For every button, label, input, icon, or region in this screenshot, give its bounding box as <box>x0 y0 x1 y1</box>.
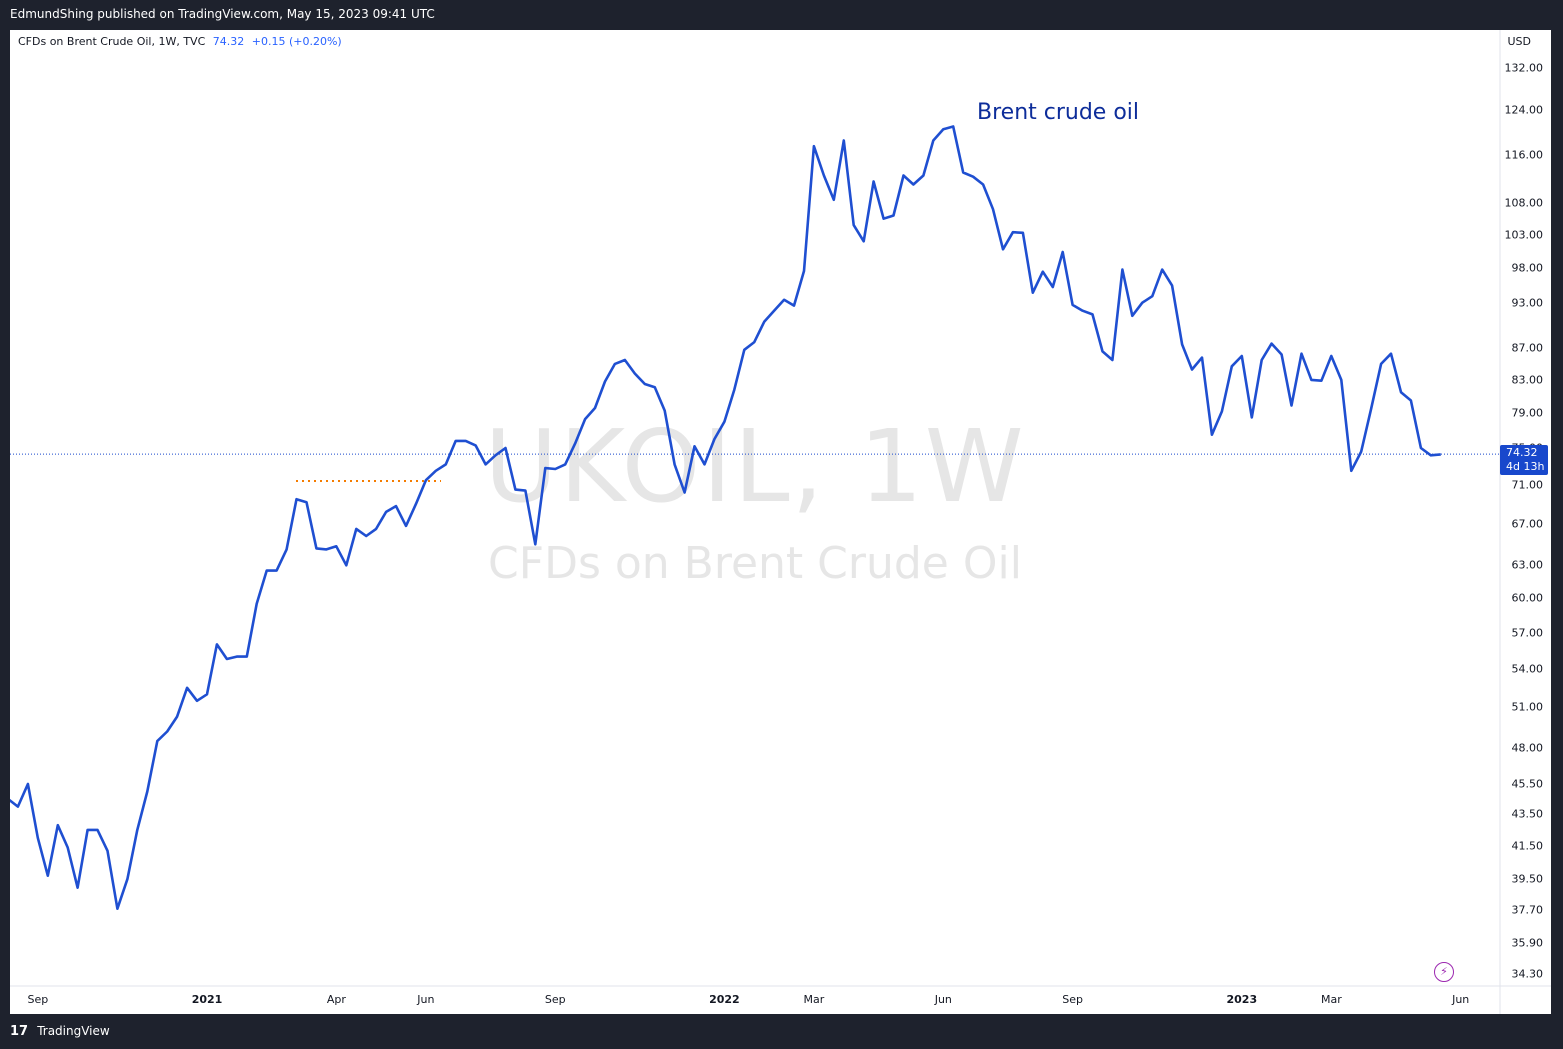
x-tick-label: Jun <box>934 993 952 1006</box>
lightning-icon[interactable]: ⚡ <box>1434 962 1454 982</box>
footer: 17 TradingView <box>10 1020 110 1042</box>
price-badge: 74.32 4d 13h <box>1500 445 1548 476</box>
price-plot[interactable] <box>10 30 1551 1014</box>
legend-symbol: CFDs on Brent Crude Oil, 1W, TVC <box>18 35 206 48</box>
y-tick-label: 108.00 <box>1504 196 1544 210</box>
x-tick-label: Apr <box>326 993 346 1006</box>
y-tick-label: 35.90 <box>1511 936 1544 950</box>
y-tick-label: 103.00 <box>1504 228 1544 242</box>
chart-legend[interactable]: CFDs on Brent Crude Oil, 1W, TVC 74.32 +… <box>18 35 342 48</box>
watermark-name: CFDs on Brent Crude Oil <box>488 538 1022 589</box>
y-tick-label: 63.00 <box>1511 558 1544 572</box>
x-tick-label: Sep <box>1062 993 1084 1006</box>
y-tick-label: 83.00 <box>1511 373 1544 387</box>
x-tick-label: 2022 <box>709 993 740 1006</box>
y-tick-label: 87.00 <box>1511 341 1544 355</box>
price-badge-countdown: 4d 13h <box>1506 460 1545 474</box>
time-axis[interactable]: Sep 2021 Apr Jun Sep 2022 Mar Jun Sep 2023 Mar Jun <box>10 986 1500 1014</box>
y-tick-label: 67.00 <box>1511 517 1544 531</box>
x-tick-label: Mar <box>803 993 825 1006</box>
series-line-brent <box>10 125 1441 911</box>
y-tick-label: 116.00 <box>1504 148 1544 162</box>
publish-info: EdmundShing published on TradingView.com… <box>10 7 435 21</box>
y-tick-label: 79.00 <box>1511 406 1544 420</box>
x-tick-label: 2023 <box>1226 993 1258 1006</box>
chart-area[interactable]: UKOIL, 1W CFDs on Brent Crude Oil CFDs o… <box>10 30 1551 1014</box>
y-tick-label: 60.00 <box>1511 591 1544 605</box>
y-tick-label: 51.00 <box>1511 700 1544 714</box>
annotation-text[interactable]: Brent crude oil <box>977 100 1140 125</box>
x-tick-label: Sep <box>544 993 566 1006</box>
y-tick-label: 57.00 <box>1511 626 1544 640</box>
x-tick-label: Sep <box>27 993 49 1006</box>
x-tick-label: Jun <box>417 993 435 1006</box>
currency-label[interactable]: USD <box>1507 35 1531 48</box>
y-tick-label: 34.30 <box>1511 967 1544 981</box>
y-tick-label: 41.50 <box>1511 839 1544 853</box>
y-tick-label: 48.00 <box>1511 741 1544 755</box>
y-tick-label: 54.00 <box>1511 662 1544 676</box>
y-tick-label: 124.00 <box>1504 103 1544 117</box>
x-tick-label: Mar <box>1320 993 1342 1006</box>
price-badge-value: 74.32 <box>1506 446 1538 460</box>
y-tick-label: 71.00 <box>1511 478 1544 492</box>
watermark-ticker: UKOIL, 1W <box>484 408 1026 525</box>
legend-change: +0.15 (+0.20%) <box>251 35 342 48</box>
y-tick-label: 39.50 <box>1511 872 1544 886</box>
x-tick-label: 2021 <box>191 993 223 1006</box>
price-axis[interactable]: USD 132.00 124.00 116.00 108.00 103.00 98.00 9… <box>1500 30 1551 1014</box>
footer-brand: TradingView <box>37 1024 110 1038</box>
x-tick-label: Jun <box>1452 993 1470 1006</box>
y-tick-label: 37.70 <box>1511 903 1544 917</box>
tradingview-logo-icon: 17 <box>10 1024 29 1039</box>
y-tick-label: 93.00 <box>1511 296 1544 310</box>
y-tick-label: 98.00 <box>1511 261 1544 275</box>
y-tick-label: 45.50 <box>1511 777 1544 791</box>
y-tick-label: 132.00 <box>1504 61 1544 75</box>
legend-price: 74.32 <box>212 35 245 48</box>
y-tick-label: 43.50 <box>1511 807 1544 821</box>
publish-bar: EdmundShing published on TradingView.com… <box>0 0 1563 30</box>
